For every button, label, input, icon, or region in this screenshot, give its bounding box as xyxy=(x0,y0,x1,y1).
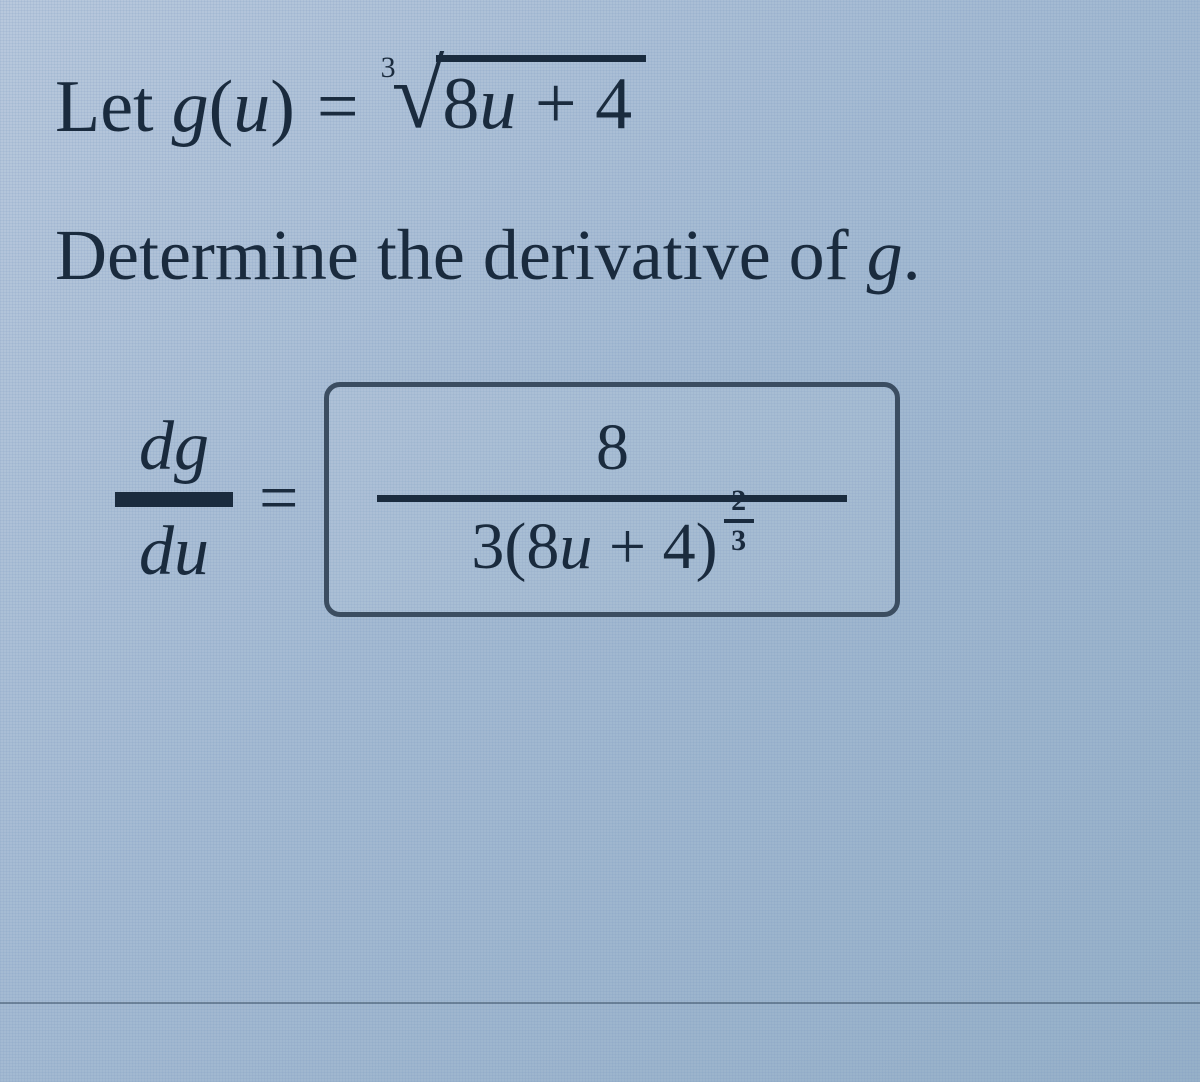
den-coeff: 3 xyxy=(471,514,504,580)
definition-line: Let g ( u ) = 3 √ 8u + 4 xyxy=(55,55,1145,144)
radicand-const: 4 xyxy=(595,63,632,145)
den-open: ( xyxy=(504,514,526,580)
answer-bar xyxy=(377,495,847,502)
exp-bar xyxy=(724,519,754,523)
radicand-var: u xyxy=(479,63,516,145)
equals-sign-answer: = xyxy=(259,459,298,539)
cube-root: 3 √ 8u + 4 xyxy=(381,55,646,144)
radical-symbol: √ xyxy=(392,61,445,128)
open-paren: ( xyxy=(209,70,234,144)
prompt-pre: Determine the derivative of xyxy=(55,215,867,295)
prompt-fn: g xyxy=(867,215,903,295)
prompt-post: . xyxy=(903,215,921,295)
den-op: + xyxy=(609,514,646,580)
den-close: ) xyxy=(696,514,718,580)
radicand-op: + xyxy=(535,63,577,145)
let-word: Let xyxy=(55,70,154,144)
equals-sign: = xyxy=(317,70,359,144)
dg-du-fraction: dg du xyxy=(115,408,233,591)
radicand-coeff: 8 xyxy=(442,63,479,145)
lhs-bar xyxy=(115,492,233,507)
function-g: g xyxy=(172,70,209,144)
close-paren: ) xyxy=(270,70,295,144)
denominator-base: 3(8u + 4) xyxy=(471,514,717,580)
separator-line xyxy=(0,1002,1200,1004)
answer-line: dg du = 8 3(8u + 4) 2 3 xyxy=(115,382,1145,617)
den-a: 8 xyxy=(526,514,559,580)
radicand: 8u + 4 xyxy=(436,55,646,144)
answer-box[interactable]: 8 3(8u + 4) 2 3 xyxy=(324,382,900,617)
exponent-fraction: 2 3 xyxy=(724,486,754,556)
function-arg: u xyxy=(233,70,270,144)
answer-fraction: 8 3(8u + 4) 2 3 xyxy=(377,415,847,584)
lhs-denom: du xyxy=(135,513,213,591)
problem-block: Let g ( u ) = 3 √ 8u + 4 Determine the d… xyxy=(0,0,1200,617)
den-var: u xyxy=(559,514,592,580)
answer-numerator: 8 xyxy=(596,415,629,495)
den-b: 4 xyxy=(663,514,696,580)
answer-denominator: 3(8u + 4) 2 3 xyxy=(471,502,753,584)
derivative-lhs: dg du xyxy=(115,407,233,591)
exp-top: 2 xyxy=(731,486,746,516)
lhs-numer: dg xyxy=(135,408,213,486)
prompt-line: Determine the derivative of g. xyxy=(55,214,1145,297)
exp-bot: 3 xyxy=(731,526,746,556)
